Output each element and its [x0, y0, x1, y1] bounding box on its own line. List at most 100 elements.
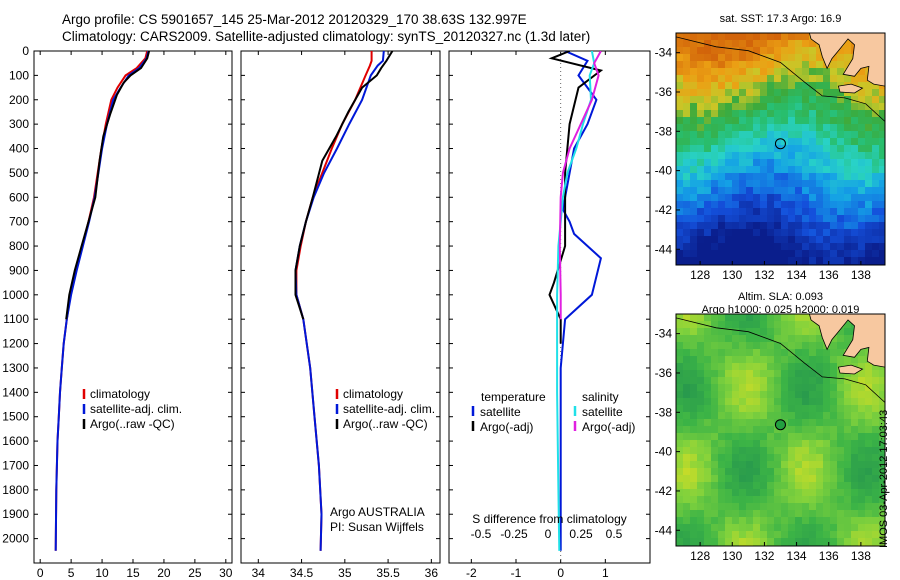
heatmap-cell [767, 229, 775, 237]
heatmap-cell [697, 187, 705, 195]
heatmap-cell [739, 475, 747, 483]
heatmap-cell [830, 419, 838, 427]
heatmap-cell [704, 201, 712, 209]
heatmap-cell [704, 454, 712, 462]
heatmap-cell [795, 454, 803, 462]
heatmap-cell [697, 545, 705, 546]
heatmap-cell [732, 89, 740, 97]
heatmap-cell [725, 201, 733, 209]
heatmap-cell [844, 335, 852, 343]
heatmap-cell [851, 314, 859, 322]
heatmap-cell [774, 187, 782, 195]
heatmap-cell [746, 229, 754, 237]
heatmap-cell [865, 61, 873, 69]
heatmap-cell [767, 426, 775, 434]
heatmap-cell [704, 208, 712, 216]
heatmap-cell [858, 166, 866, 174]
heatmap-cell [711, 524, 719, 532]
heatmap-cell [816, 314, 824, 322]
heatmap-cell [823, 250, 831, 258]
heatmap-cell [711, 538, 719, 546]
heatmap-cell [802, 503, 810, 511]
heatmap-cell [879, 398, 885, 406]
heatmap-cell [830, 321, 838, 329]
heatmap-cell [837, 96, 845, 104]
heatmap-cell [690, 342, 698, 350]
heatmap-cell [767, 208, 775, 216]
heatmap-cell [872, 377, 880, 385]
heatmap-cell [858, 384, 866, 392]
heatmap-cell [837, 82, 845, 90]
heatmap-cell [774, 194, 782, 202]
heatmap-cell [872, 215, 880, 223]
legend-label: satellite-adj. clim. [343, 402, 435, 416]
heatmap-cell [767, 349, 775, 357]
heatmap-cell [718, 61, 726, 69]
heatmap-cell [844, 110, 852, 118]
heatmap-cell [816, 257, 824, 265]
heatmap-cell [683, 159, 691, 167]
heatmap-cell [767, 187, 775, 195]
heatmap-cell [795, 103, 803, 111]
heatmap-cell [823, 75, 831, 83]
heatmap-cell [725, 61, 733, 69]
heatmap-cell [865, 461, 873, 469]
heatmap-cell [795, 131, 803, 139]
heatmap-cell [739, 215, 747, 223]
heatmap-cell [718, 54, 726, 62]
heatmap-cell [795, 159, 803, 167]
heatmap-cell [851, 264, 859, 265]
heatmap-cell [858, 412, 866, 420]
heatmap-cell [711, 517, 719, 525]
heatmap-cell [844, 215, 852, 223]
heatmap-cell [781, 440, 789, 448]
heatmap-cell [676, 461, 684, 469]
heatmap-cell [823, 461, 831, 469]
heatmap-cell [809, 531, 817, 539]
heatmap-cell [788, 405, 796, 413]
heatmap-cell [718, 222, 726, 230]
heatmap-cell [690, 250, 698, 258]
heatmap-cell [865, 342, 873, 350]
heatmap-cell [732, 370, 740, 378]
heatmap-cell [774, 208, 782, 216]
heatmap-cell [697, 173, 705, 181]
heatmap-cell [802, 461, 810, 469]
heatmap-cell [879, 131, 885, 139]
heatmap-cell [746, 314, 754, 322]
heatmap-cell [816, 377, 824, 385]
heatmap-cell [732, 222, 740, 230]
heatmap-cell [872, 349, 880, 357]
heatmap-cell [711, 180, 719, 188]
heatmap-cell [725, 110, 733, 118]
heatmap-cell [732, 335, 740, 343]
heatmap-cell [858, 370, 866, 378]
heatmap-cell [858, 243, 866, 251]
heatmap-cell [711, 264, 719, 265]
heatmap-cell [802, 173, 810, 181]
heatmap-cell [725, 510, 733, 518]
panel-temp: 0100200300400500600700800900100011001200… [2, 44, 233, 580]
heatmap-cell [795, 405, 803, 413]
heatmap-cell [844, 475, 852, 483]
heatmap-cell [767, 440, 775, 448]
heatmap-cell [697, 328, 705, 336]
heatmap-cell [697, 215, 705, 223]
heatmap-cell [865, 391, 873, 399]
heatmap-cell [774, 503, 782, 511]
series-line-satellite-adj-clim- [294, 51, 385, 551]
heatmap-cell [858, 208, 866, 216]
heatmap-cell [746, 468, 754, 476]
heatmap-cell [865, 68, 873, 76]
heatmap-cell [704, 257, 712, 265]
heatmap-cell [711, 124, 719, 132]
heatmap-cell [830, 145, 838, 153]
heatmap-cell [760, 124, 768, 132]
heatmap-cell [816, 496, 824, 504]
heatmap-cell [816, 138, 824, 146]
heatmap-cell [802, 538, 810, 546]
heatmap-cell [739, 180, 747, 188]
heatmap-cell [718, 131, 726, 139]
heatmap-cell [711, 461, 719, 469]
heatmap-cell [837, 538, 845, 546]
